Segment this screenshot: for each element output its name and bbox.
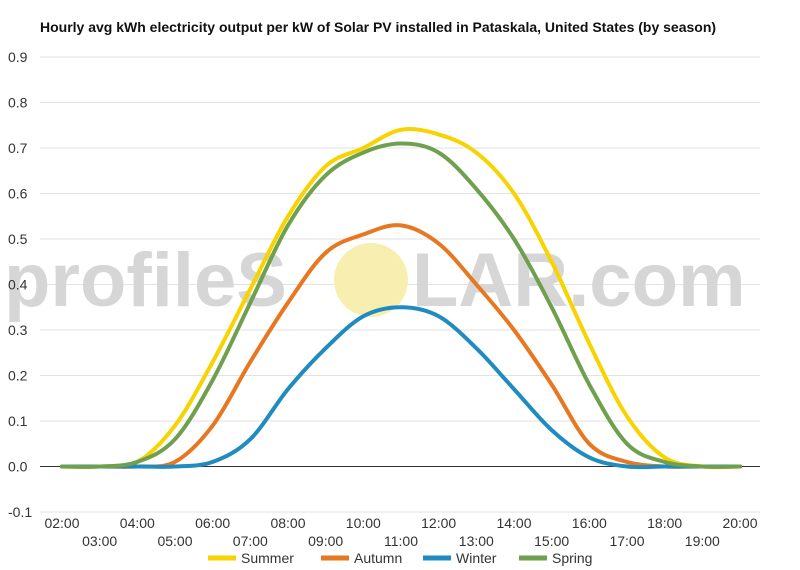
x-tick-label: 08:00 — [270, 515, 305, 531]
x-tick-label: 03:00 — [82, 533, 117, 549]
series-line-summer — [60, 127, 742, 470]
y-tick-label: 0.0 — [8, 459, 28, 475]
watermark: profileS LAR.com — [4, 238, 746, 323]
y-tick-label: 0.8 — [8, 95, 28, 111]
x-tick-label: 15:00 — [534, 533, 569, 549]
x-tick-label: 18:00 — [647, 515, 682, 531]
x-tick-label: 14:00 — [496, 515, 531, 531]
x-tick-label: 16:00 — [572, 515, 607, 531]
y-tick-label: 0.9 — [8, 49, 28, 65]
y-tick-label: 0.6 — [8, 186, 28, 202]
legend-label-summer: Summer — [241, 550, 294, 566]
y-tick-label: 0.5 — [8, 231, 28, 247]
series-line-winter — [60, 305, 742, 470]
watermark-text-right: LAR.com — [412, 238, 746, 323]
x-tick-label: 13:00 — [459, 533, 494, 549]
x-tick-label: 05:00 — [157, 533, 192, 549]
x-tick-label: 04:00 — [120, 515, 155, 531]
x-tick-label: 10:00 — [346, 515, 381, 531]
legend-label-spring: Spring — [552, 550, 592, 566]
y-tick-label: 0.3 — [8, 322, 28, 338]
x-tick-label: 12:00 — [421, 515, 456, 531]
series-line-autumn — [60, 223, 742, 469]
x-tick-label: 17:00 — [609, 533, 644, 549]
x-tick-label: 06:00 — [195, 515, 230, 531]
series-layer — [60, 127, 742, 470]
x-tick-label: 07:00 — [233, 533, 268, 549]
legend-label-autumn: Autumn — [354, 550, 402, 566]
x-axis-ticks: 02:0003:0004:0005:0006:0007:0008:0009:00… — [44, 515, 757, 549]
y-tick-label: 0.2 — [8, 368, 28, 384]
x-tick-label: 20:00 — [722, 515, 757, 531]
series-line-spring — [60, 141, 742, 469]
y-axis-ticks: -0.1 0.0 0.1 0.2 0.3 0.4 0.5 0.6 0.7 0.8 0.9 — [8, 49, 32, 520]
chart-title: Hourly avg kWh electricity output per kW… — [40, 19, 717, 35]
x-tick-label: 02:00 — [44, 515, 79, 531]
y-tick-label: 0.7 — [8, 140, 28, 156]
x-tick-label: 19:00 — [685, 533, 720, 549]
y-tick-label: -0.1 — [8, 504, 32, 520]
x-tick-label: 09:00 — [308, 533, 343, 549]
y-tick-label: 0.4 — [8, 277, 28, 293]
y-tick-label: 0.1 — [8, 413, 28, 429]
legend: Summer Autumn Winter Spring — [208, 550, 592, 566]
watermark-sun-icon — [334, 243, 408, 317]
x-tick-label: 11:00 — [384, 533, 418, 549]
legend-label-winter: Winter — [456, 550, 497, 566]
